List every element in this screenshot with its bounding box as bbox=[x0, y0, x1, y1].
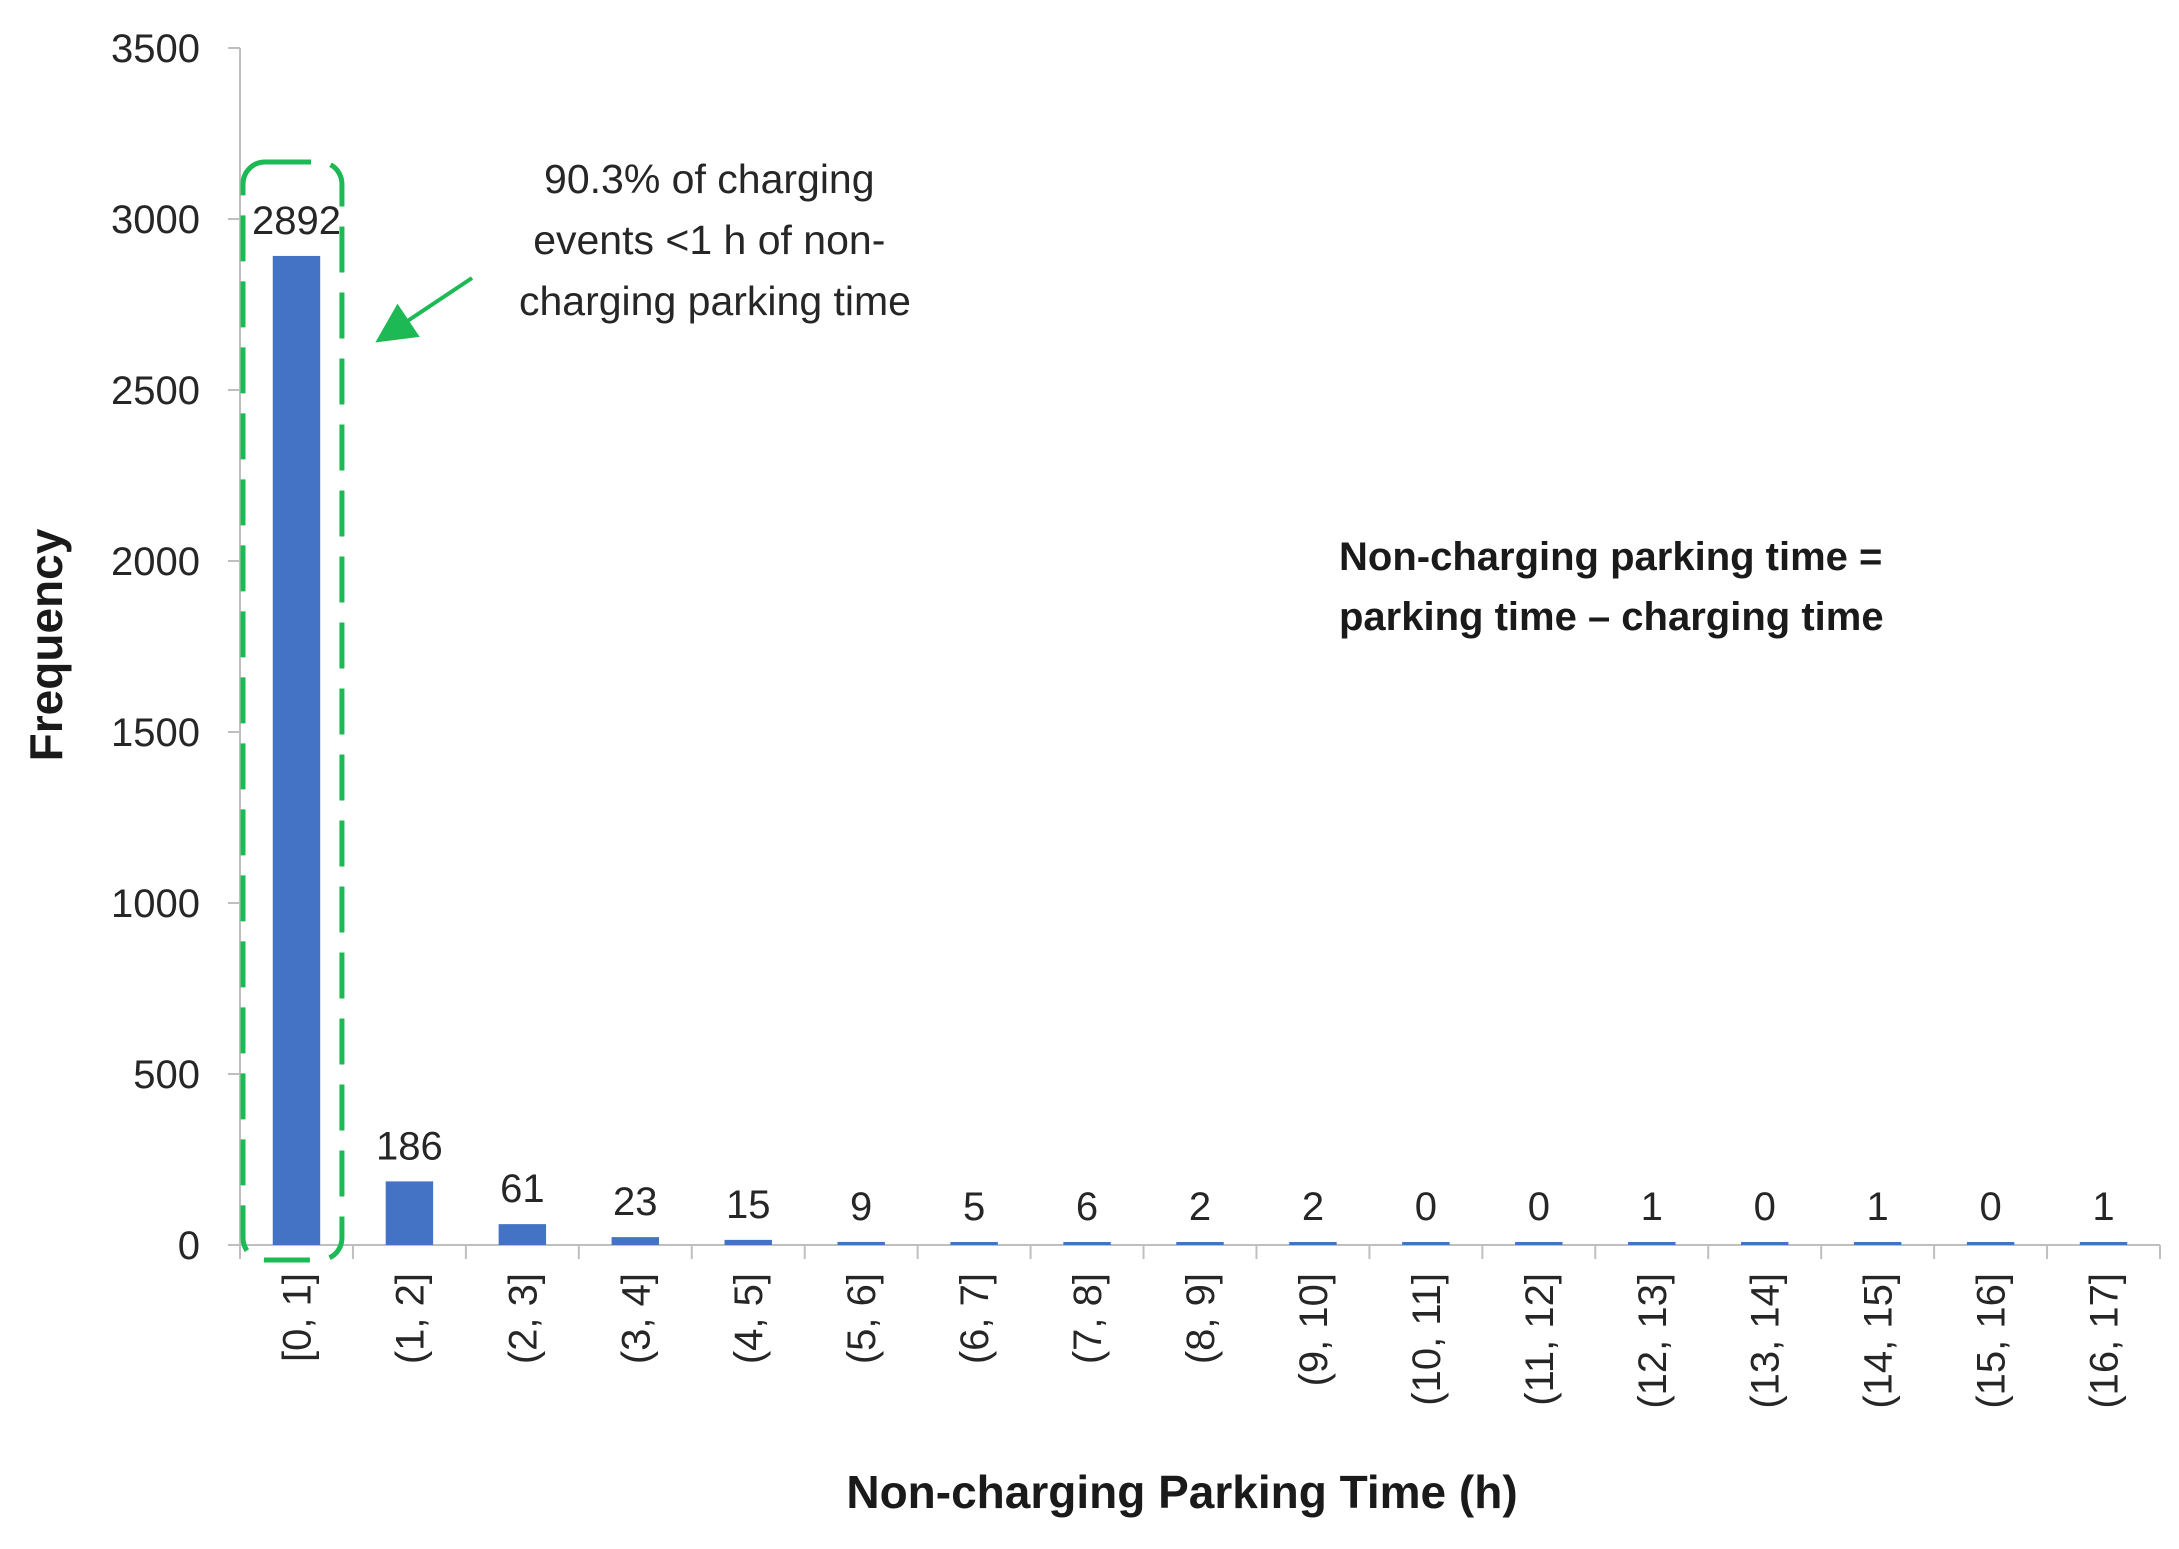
x-tick-label: (2, 3] bbox=[501, 1273, 545, 1364]
x-tick-label: (14, 15] bbox=[1857, 1273, 1901, 1409]
data-label: 0 bbox=[1415, 1185, 1437, 1229]
highlight-box bbox=[240, 159, 345, 1263]
data-label: 186 bbox=[376, 1124, 443, 1168]
data-label: 61 bbox=[500, 1167, 545, 1211]
data-labels: 2892 186 61 23 15 9 5 6 2 2 0 0 1 0 1 0 1 bbox=[252, 199, 2115, 1229]
callout-line-3: charging parking time bbox=[519, 278, 911, 324]
y-tick-label: 2000 bbox=[111, 540, 200, 584]
bar bbox=[498, 1224, 547, 1245]
bar bbox=[1628, 1242, 1676, 1245]
x-tick-label: [0, 1] bbox=[275, 1273, 319, 1362]
callout-text: 90.3% of charging events <1 h of non- ch… bbox=[519, 156, 911, 324]
bar bbox=[1289, 1242, 1337, 1245]
definition-note: Non-charging parking time = parking time… bbox=[1339, 535, 1894, 639]
data-label: 5 bbox=[963, 1185, 985, 1229]
y-axis-title: Frequency bbox=[20, 528, 72, 761]
y-tick-label: 500 bbox=[133, 1053, 200, 1097]
data-label: 1 bbox=[1867, 1185, 1889, 1229]
bar bbox=[1740, 1242, 1789, 1245]
data-label: 2892 bbox=[252, 199, 341, 243]
x-tick-label: (13, 14] bbox=[1744, 1273, 1788, 1409]
bar bbox=[1063, 1242, 1111, 1245]
bar bbox=[950, 1242, 998, 1245]
callout-line-1: 90.3% of charging bbox=[544, 156, 875, 202]
y-axis: 0 500 1000 1500 2000 2500 3000 3500 bbox=[111, 27, 241, 1268]
bar bbox=[837, 1241, 885, 1245]
x-tick-label: (1, 2] bbox=[388, 1273, 432, 1364]
data-label: 6 bbox=[1076, 1185, 1098, 1229]
bar bbox=[272, 255, 321, 1245]
data-label: 0 bbox=[1528, 1185, 1550, 1229]
bar bbox=[1402, 1242, 1450, 1245]
data-label: 0 bbox=[1754, 1185, 1776, 1229]
x-axis-title: Non-charging Parking Time (h) bbox=[846, 1466, 1517, 1518]
x-tick-labels: [0, 1] (1, 2] (2, 3] (3, 4] (4, 5] (5, 6] (6, … bbox=[275, 1273, 2126, 1409]
x-tick-label: (11, 12] bbox=[1518, 1273, 1562, 1406]
bars bbox=[272, 255, 2128, 1245]
data-label: 2 bbox=[1302, 1185, 1324, 1229]
data-label: 23 bbox=[613, 1180, 658, 1224]
x-tick-label: (15, 16] bbox=[1970, 1273, 2014, 1409]
x-tick-label: (8, 9] bbox=[1179, 1273, 1223, 1364]
bar bbox=[611, 1237, 660, 1245]
y-tick-label: 3000 bbox=[111, 198, 200, 242]
x-tick-label: (9, 10] bbox=[1292, 1273, 1336, 1386]
y-tick-label: 0 bbox=[178, 1224, 200, 1268]
x-tick-label: (12, 13] bbox=[1631, 1273, 1675, 1409]
x-tick-label: (4, 5] bbox=[727, 1273, 771, 1364]
bar bbox=[385, 1181, 434, 1245]
x-tick-label: (6, 7] bbox=[953, 1273, 997, 1364]
callout-line-2: events <1 h of non- bbox=[533, 217, 885, 263]
y-tick-label: 1500 bbox=[111, 711, 200, 755]
bar bbox=[1176, 1242, 1224, 1245]
data-label: 1 bbox=[2092, 1185, 2114, 1229]
callout-arrow bbox=[375, 276, 474, 343]
x-tick-label: (10, 11] bbox=[1405, 1273, 1449, 1406]
bar bbox=[1966, 1242, 2015, 1245]
note-line-1: Non-charging parking time = bbox=[1339, 535, 1882, 579]
data-label: 15 bbox=[726, 1183, 771, 1227]
highlight-annotation bbox=[240, 159, 474, 1263]
bar bbox=[724, 1239, 772, 1245]
y-tick-label: 1000 bbox=[111, 882, 200, 926]
data-label: 0 bbox=[1979, 1185, 2001, 1229]
x-tick-label: (5, 6] bbox=[840, 1273, 884, 1364]
data-label: 1 bbox=[1641, 1185, 1663, 1229]
x-tick-label: (16, 17] bbox=[2083, 1273, 2127, 1409]
y-tick-label: 2500 bbox=[111, 369, 200, 413]
bar bbox=[2079, 1242, 2128, 1245]
y-tick-label: 3500 bbox=[111, 27, 200, 71]
x-tick-label: (3, 4] bbox=[614, 1273, 658, 1364]
bar bbox=[1853, 1242, 1902, 1245]
x-axis bbox=[239, 1244, 2161, 1259]
bar bbox=[1515, 1242, 1563, 1245]
x-tick-label: (7, 8] bbox=[1066, 1273, 1110, 1364]
note-line-2: parking time – charging time bbox=[1339, 595, 1884, 639]
data-label: 9 bbox=[850, 1185, 872, 1229]
data-label: 2 bbox=[1189, 1185, 1211, 1229]
